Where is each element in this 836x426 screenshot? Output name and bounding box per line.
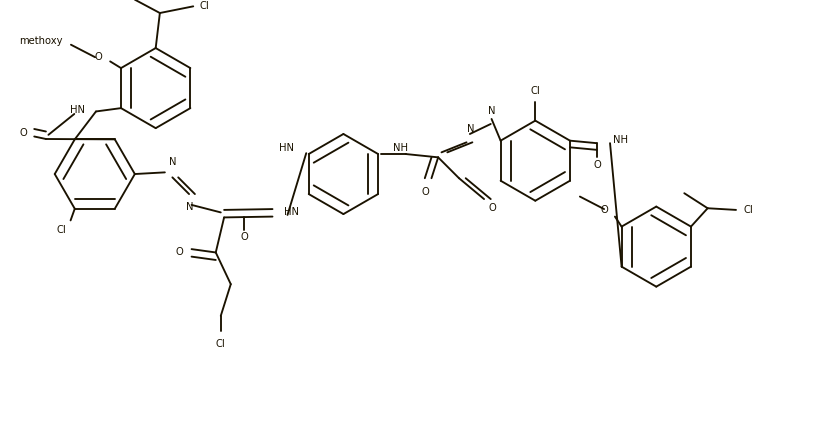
Text: HN: HN bbox=[284, 207, 298, 216]
Text: O: O bbox=[421, 187, 429, 197]
Text: O: O bbox=[176, 248, 183, 257]
Text: Cl: Cl bbox=[200, 1, 209, 12]
Text: O: O bbox=[599, 205, 608, 215]
Text: HN: HN bbox=[278, 143, 293, 153]
Text: O: O bbox=[593, 160, 601, 170]
Text: N: N bbox=[466, 124, 474, 134]
Text: NH: NH bbox=[613, 135, 628, 145]
Text: methoxy: methoxy bbox=[19, 36, 63, 46]
Text: Cl: Cl bbox=[530, 86, 539, 95]
Text: NH: NH bbox=[393, 143, 408, 153]
Text: O: O bbox=[94, 52, 102, 62]
Text: N: N bbox=[487, 106, 495, 115]
Text: Cl: Cl bbox=[742, 205, 752, 215]
Text: Cl: Cl bbox=[57, 225, 66, 235]
Text: O: O bbox=[240, 233, 247, 242]
Text: Cl: Cl bbox=[216, 339, 226, 349]
Text: N: N bbox=[186, 201, 193, 212]
Text: N: N bbox=[168, 157, 176, 167]
Text: O: O bbox=[487, 203, 496, 213]
Text: O: O bbox=[20, 128, 28, 138]
Text: HN: HN bbox=[70, 105, 85, 115]
